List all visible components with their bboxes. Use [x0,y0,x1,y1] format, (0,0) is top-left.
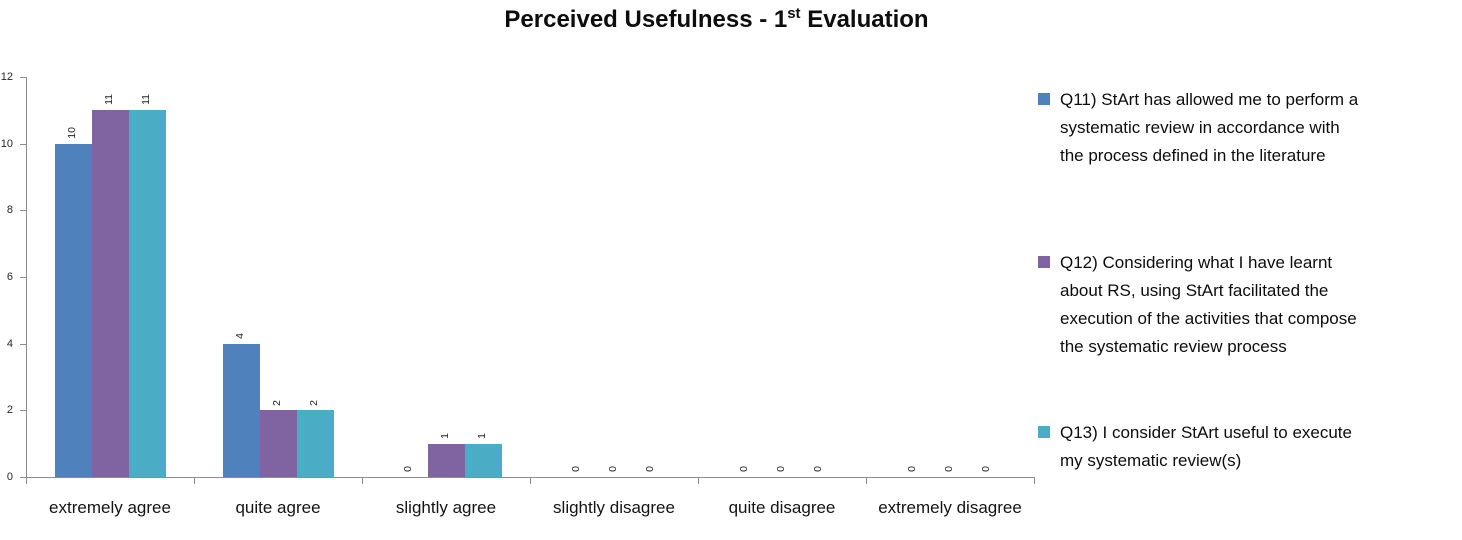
bar [296,410,334,477]
x-category-label: quite agree [235,498,321,517]
bar-value-label: 0 [980,466,992,472]
bar-value-label: 0 [644,466,656,472]
x-tick [362,477,363,484]
chart-title: Perceived Usefulness - 1st Evaluation [0,5,1433,34]
x-category-label: slightly disagree [553,498,675,517]
x-category-label: extremely disagree [878,498,1022,517]
y-axis-label: 0 [6,471,13,483]
bar-value-label: 0 [570,466,582,472]
bar-value-label: 0 [775,466,787,472]
legend-marker-icon [1038,426,1050,438]
y-tick [20,477,26,478]
y-tick [20,210,26,212]
x-tick [26,477,27,484]
y-tick [20,410,26,412]
chart-title-text: Perceived Usefulness - 1 [504,6,788,33]
x-tick [530,477,531,484]
bar [259,410,297,477]
legend-item: Q13) I consider StArt useful to execute … [1038,419,1462,475]
chart-title-superscript: st [787,5,801,22]
y-axis-label: 4 [6,337,13,350]
x-category-label: extremely agree [49,498,171,517]
bar-value-label: 10 [66,126,78,139]
bar-value-label: 4 [234,332,246,339]
bar-value-label: 0 [402,466,414,472]
bar-value-label: 2 [271,399,283,406]
legend-marker-icon [1038,256,1050,268]
y-axis-label: 2 [6,404,13,417]
bar [91,110,129,477]
legend-marker-icon [1038,93,1050,105]
y-axis-label: 8 [6,204,13,217]
x-tick [698,477,699,484]
legend-item-label: Q13) I consider StArt useful to execute … [1060,423,1352,470]
bar [128,110,166,477]
bar-value-label: 11 [140,94,152,106]
x-tick [866,477,867,484]
x-category-label: slightly agree [395,498,497,517]
legend-item: Q11) StArt has allowed me to perform a s… [1038,86,1462,170]
legend-item-label: Q12) Considering what I have learnt abou… [1060,253,1357,356]
y-axis-label: 10 [0,137,13,150]
bar-value-label: 0 [943,466,955,472]
bar-value-label: 0 [812,466,824,472]
bar [54,143,92,477]
bar [427,443,465,477]
bar [464,443,502,477]
y-tick [20,277,26,278]
legend-item: Q12) Considering what I have learnt abou… [1038,249,1462,361]
bar-value-label: 0 [738,466,750,472]
x-category-label: quite disagree [728,498,836,517]
y-axis-label: 12 [0,71,13,83]
bar-value-label: 2 [308,399,320,406]
x-tick [194,477,195,484]
bar-value-label: 11 [103,94,115,106]
x-tick [1034,477,1035,484]
bar-value-label: 0 [906,466,918,472]
y-axis-label: 6 [6,271,13,283]
bar-value-label: 1 [439,432,451,439]
bar-value-label: 0 [607,466,619,472]
y-tick [20,343,26,345]
y-tick [20,77,26,78]
bar-value-label: 1 [476,432,488,439]
chart-title-suffix: Evaluation [800,6,929,33]
bar [222,343,260,477]
legend-item-label: Q11) StArt has allowed me to perform a s… [1060,90,1359,165]
plot-area [26,77,1035,478]
y-tick [20,143,26,145]
